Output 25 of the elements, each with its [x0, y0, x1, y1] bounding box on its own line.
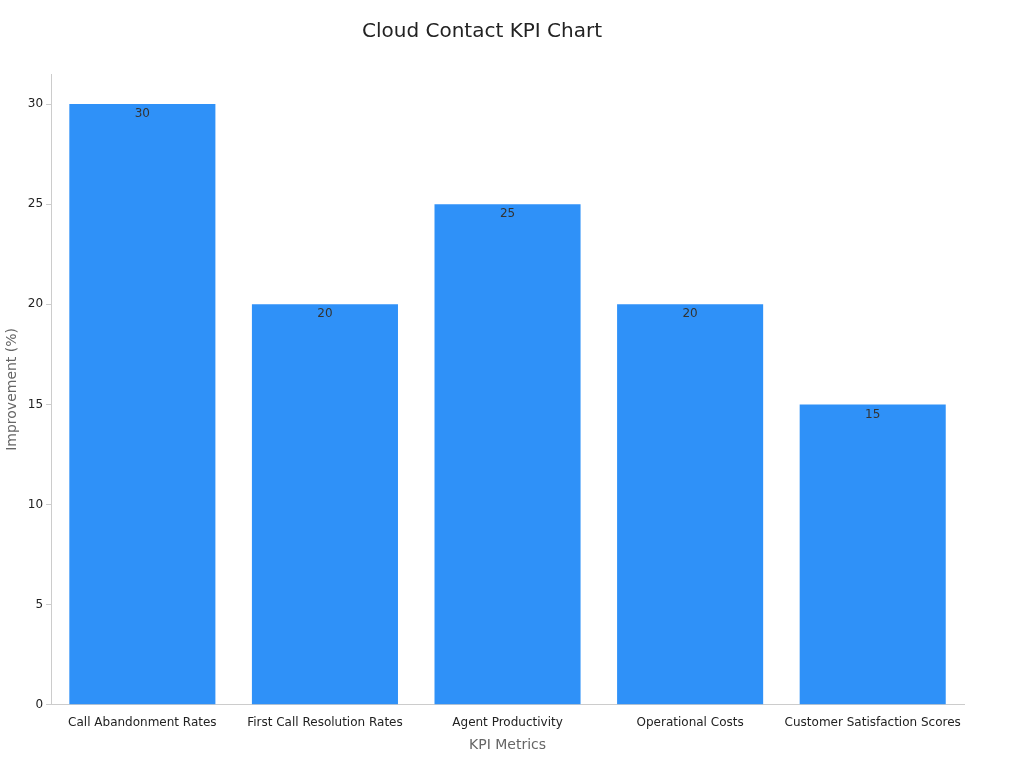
bar [434, 204, 581, 705]
chart-title: Cloud Contact KPI Chart [361, 18, 603, 43]
bar [617, 304, 764, 705]
y-tick-label: 25 [27, 196, 44, 211]
y-tick-label: 10 [27, 496, 44, 511]
bar [69, 104, 216, 705]
y-tick-label: 5 [35, 596, 44, 611]
bar [251, 304, 398, 705]
x-tick-label: Call Abandonment Rates [68, 715, 217, 730]
data-label: 15 [865, 406, 881, 421]
x-tick-label: Agent Productivity [452, 715, 563, 730]
y-tick-label: 20 [27, 296, 44, 311]
data-label: 30 [134, 106, 150, 121]
x-tick-label: Customer Satisfaction Scores [784, 715, 961, 730]
x-axis-title: KPI Metrics [469, 736, 547, 753]
y-tick-label: 15 [27, 396, 44, 411]
y-tick-label: 30 [27, 96, 44, 111]
data-label: 20 [317, 306, 333, 321]
y-tick-label: 0 [35, 696, 44, 711]
x-tick-label: First Call Resolution Rates [247, 715, 403, 730]
y-axis-title: Improvement (%) [3, 327, 20, 451]
data-label: 20 [682, 306, 698, 321]
x-tick-label: Operational Costs [636, 715, 744, 730]
data-label: 25 [499, 206, 516, 221]
bar [799, 404, 946, 705]
